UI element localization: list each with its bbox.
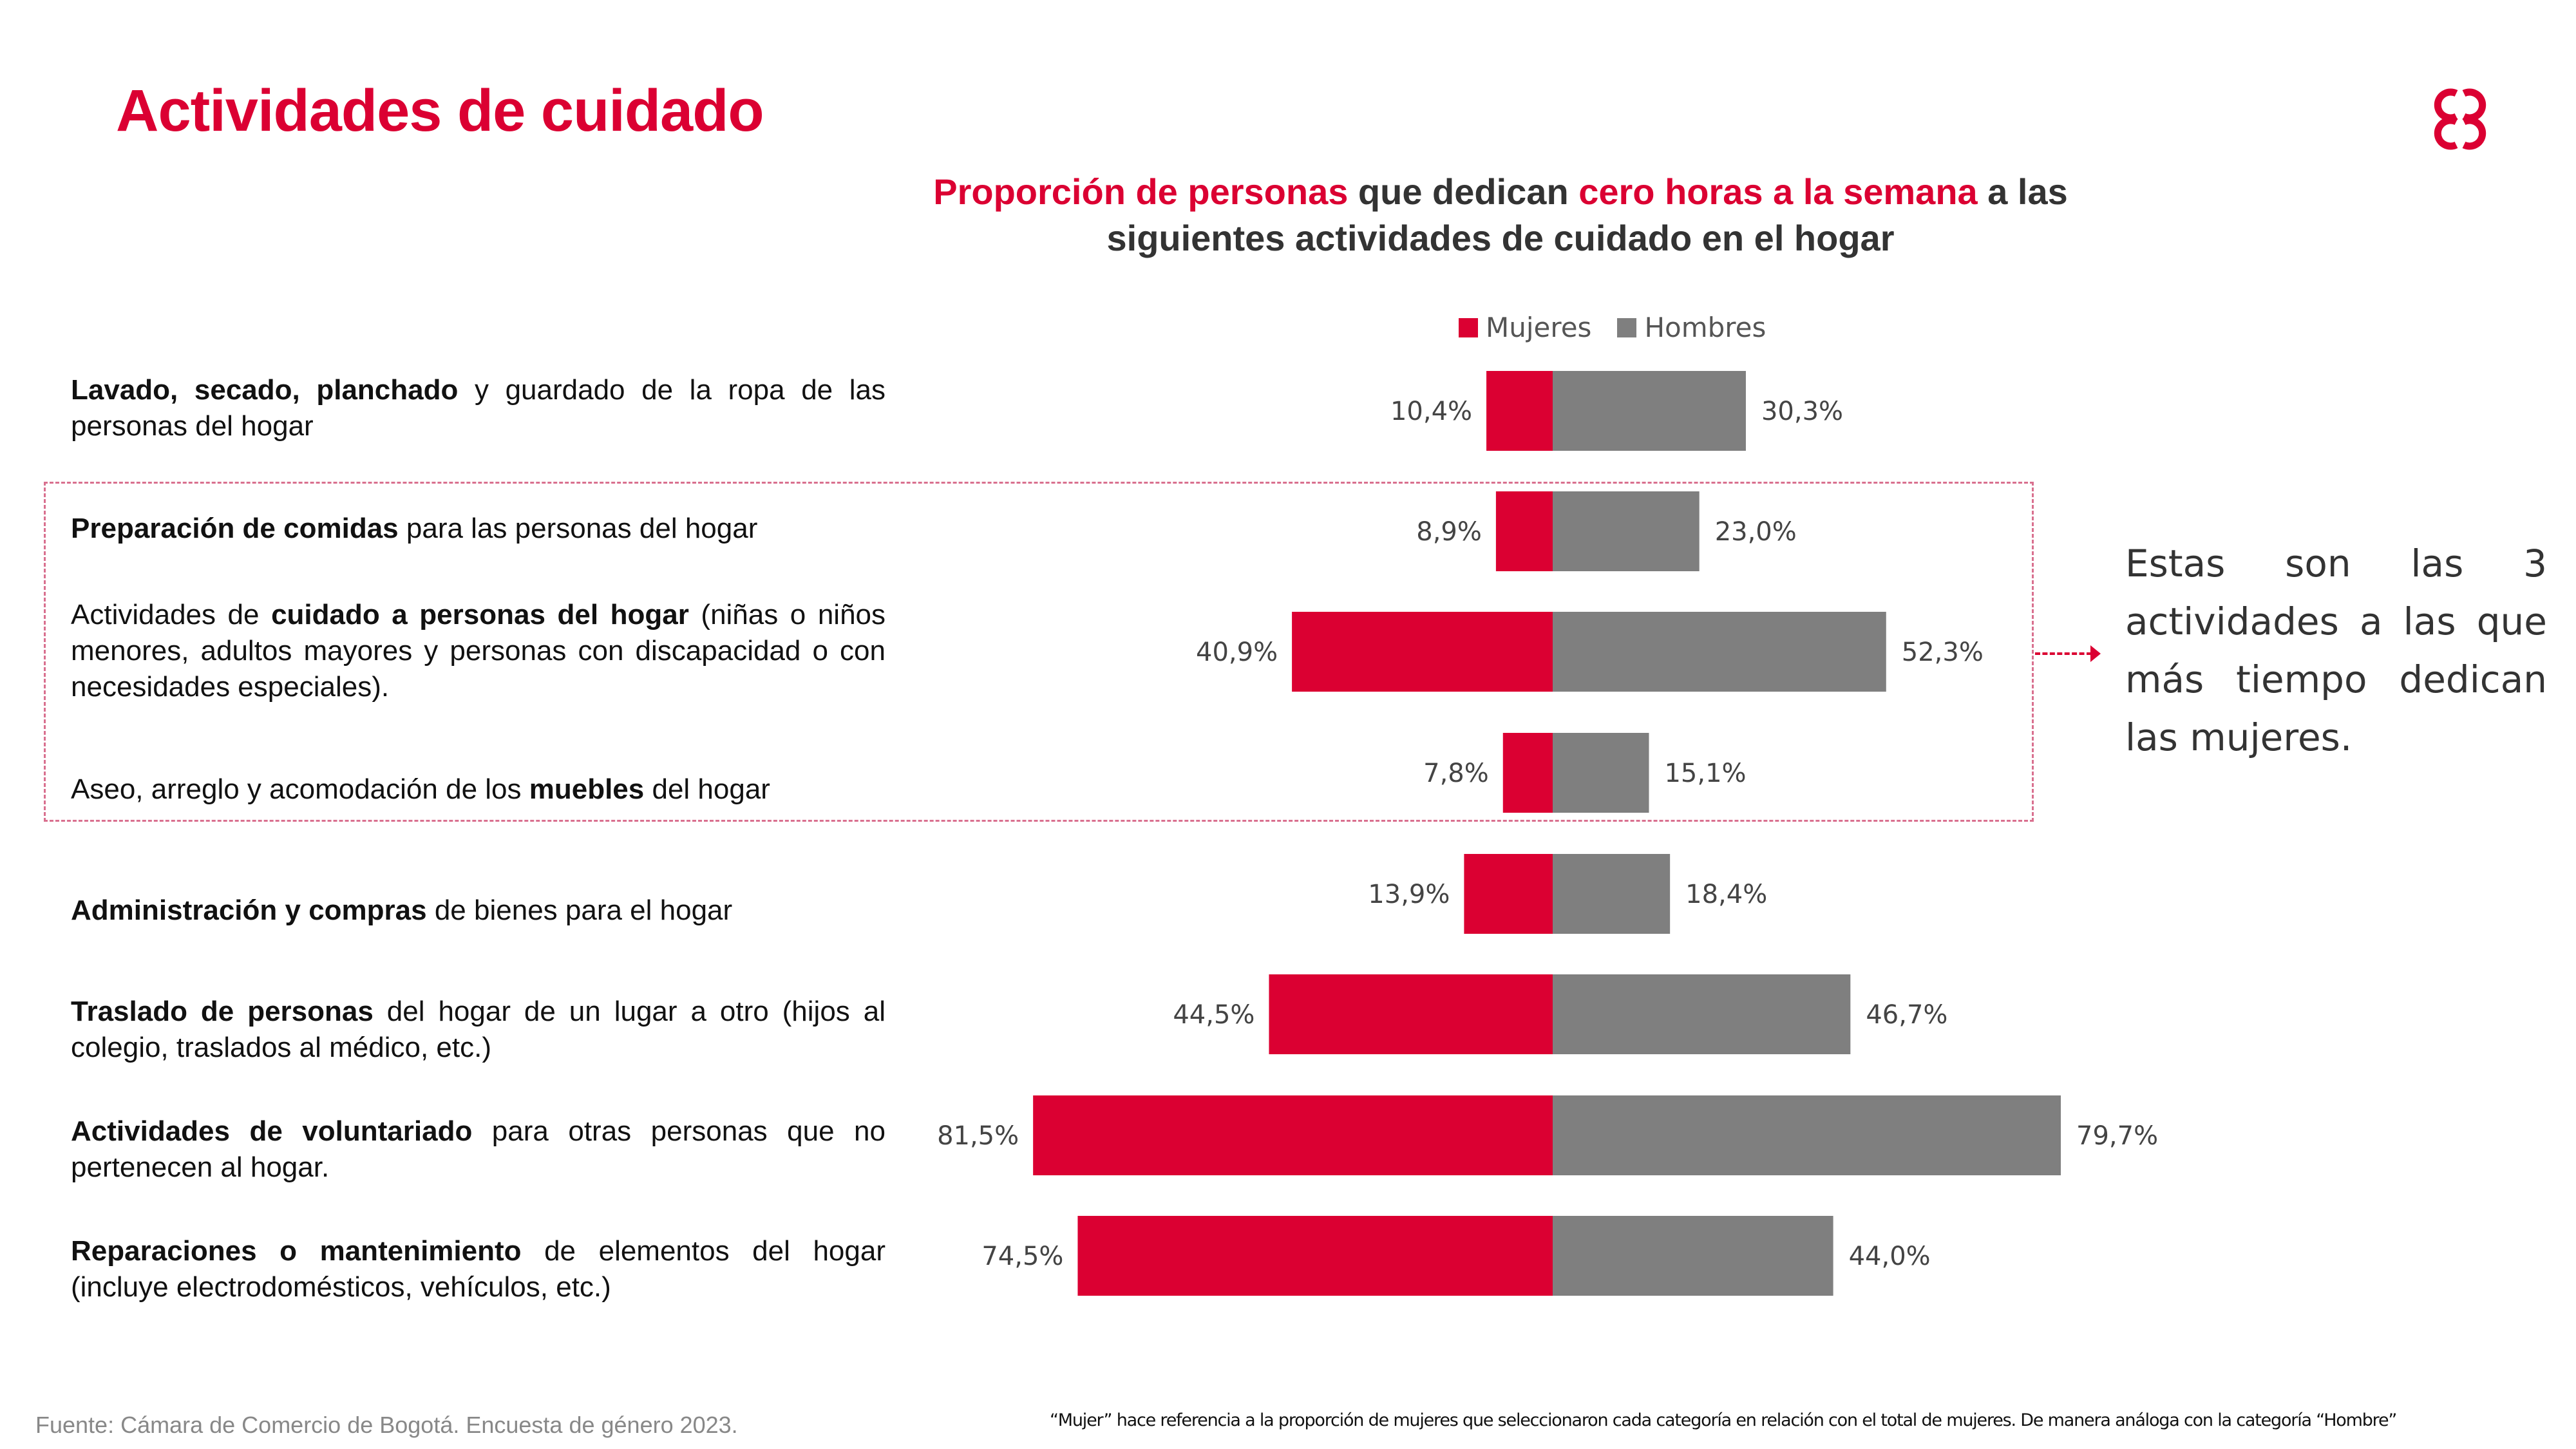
bar-hombres (1553, 1095, 2061, 1175)
annotation-text: Estas son las 3 actividades a las que má… (2125, 542, 2547, 759)
category-label-rest: del hogar (644, 773, 770, 805)
category-label: Actividades de voluntariado para otras p… (71, 1113, 886, 1186)
category-label-bold: Reparaciones o mantenimiento (71, 1235, 522, 1267)
data-label-hombres: 23,0% (1715, 517, 1797, 547)
legend-swatch-hombres (1617, 317, 1637, 337)
data-label-mujeres: 44,5% (1173, 1000, 1255, 1030)
chart-legend: Mujeres Hombres (1459, 312, 1792, 343)
bar-mujeres (1269, 974, 1553, 1054)
category-label-bold: Lavado, secado, planchado (71, 374, 459, 406)
bar-hombres (1553, 612, 1886, 692)
category-label-rest: (niñas o niños menores, adultos mayores … (71, 599, 886, 703)
chart-title-text-1: que dedican (1348, 171, 1579, 212)
category-label-rest: del hogar de un lugar a otro (hijos al c… (71, 996, 886, 1063)
category-label-bold: Preparación de comidas (71, 513, 399, 544)
category-label-rest: para otras personas que no pertenecen al… (71, 1115, 886, 1183)
category-label-rest: para las personas del hogar (398, 513, 758, 544)
legend-item-mujeres: Mujeres (1459, 312, 1591, 343)
data-label-mujeres: 81,5% (937, 1121, 1019, 1151)
data-label-mujeres: 74,5% (981, 1242, 1063, 1271)
bar-hombres (1553, 974, 1851, 1054)
data-label-hombres: 15,1% (1664, 759, 1746, 788)
bar-hombres (1553, 491, 1700, 571)
bar-mujeres (1486, 371, 1553, 451)
chart-title: Proporción de personas que dedican cero … (889, 169, 2112, 261)
data-label-mujeres: 8,9% (1416, 517, 1482, 547)
bar-mujeres (1077, 1216, 1553, 1296)
footnote: “Mujer” hace referencia a la proporción … (1050, 1410, 2397, 1430)
slide-title: Actividades de cuidado (116, 78, 764, 144)
data-label-mujeres: 7,8% (1423, 759, 1489, 788)
ccb-logo-icon (2434, 88, 2486, 150)
data-label-mujeres: 13,9% (1368, 880, 1450, 909)
category-label-rest: de bienes para el hogar (426, 895, 733, 926)
data-label-hombres: 46,7% (1866, 1000, 1947, 1030)
category-label: Preparación de comidas para las personas… (71, 511, 886, 547)
annotation-arrow-line (2035, 652, 2092, 655)
legend-label-mujeres: Mujeres (1486, 312, 1592, 343)
category-label-bold: Actividades de voluntariado (71, 1115, 473, 1147)
data-label-hombres: 52,3% (1902, 638, 1984, 667)
bar-mujeres (1495, 491, 1553, 571)
bar-mujeres (1502, 733, 1553, 813)
bar-hombres (1553, 733, 1649, 813)
highlight-box (44, 482, 2034, 822)
chart-title-highlight-1: Proporción de personas (933, 171, 1349, 212)
category-label: Reparaciones o mantenimiento de elemento… (71, 1233, 886, 1305)
bar-mujeres (1033, 1095, 1553, 1175)
category-label-bold: Administración y compras (71, 895, 427, 926)
source-note: Fuente: Cámara de Comercio de Bogotá. En… (35, 1412, 738, 1438)
legend-swatch-mujeres (1459, 317, 1478, 337)
category-label-bold: Traslado de personas (71, 996, 374, 1027)
data-label-hombres: 18,4% (1685, 880, 1767, 909)
data-label-mujeres: 40,9% (1196, 638, 1278, 667)
bar-hombres (1553, 1216, 1833, 1296)
category-label: Actividades de cuidado a personas del ho… (71, 597, 886, 705)
legend-label-hombres: Hombres (1644, 312, 1766, 343)
data-label-hombres: 79,7% (2076, 1121, 2158, 1151)
data-label-mujeres: 10,4% (1390, 397, 1472, 426)
data-label-hombres: 30,3% (1761, 397, 1843, 426)
legend-item-hombres: Hombres (1617, 312, 1766, 343)
category-label: Administración y compras de bienes para … (71, 893, 886, 929)
arrow-right-icon (2090, 645, 2101, 662)
bar-mujeres (1292, 612, 1553, 692)
chart-title-highlight-2: cero horas a la semana (1578, 171, 1978, 212)
category-label-rest: de elementos del hogar (incluye electrod… (71, 1235, 886, 1303)
category-label: Lavado, secado, planchado y guardado de … (71, 372, 886, 444)
bar-hombres (1553, 371, 1746, 451)
bar-hombres (1553, 854, 1671, 934)
category-label-bold: cuidado a personas del hogar (271, 599, 689, 630)
category-label-rest: y guardado de la ropa de las personas de… (71, 374, 886, 442)
category-label: Aseo, arreglo y acomodación de los muebl… (71, 772, 886, 808)
bar-mujeres (1464, 854, 1553, 934)
category-label: Traslado de personas del hogar de un lug… (71, 994, 886, 1066)
category-label-pre: Actividades de (71, 599, 272, 630)
chart-title-text-2: a las siguientes actividades de cuidado … (1106, 171, 2068, 258)
category-label-bold: muebles (529, 773, 645, 805)
category-label-pre: Aseo, arreglo y acomodación de los (71, 773, 529, 805)
data-label-hombres: 44,0% (1849, 1242, 1931, 1271)
